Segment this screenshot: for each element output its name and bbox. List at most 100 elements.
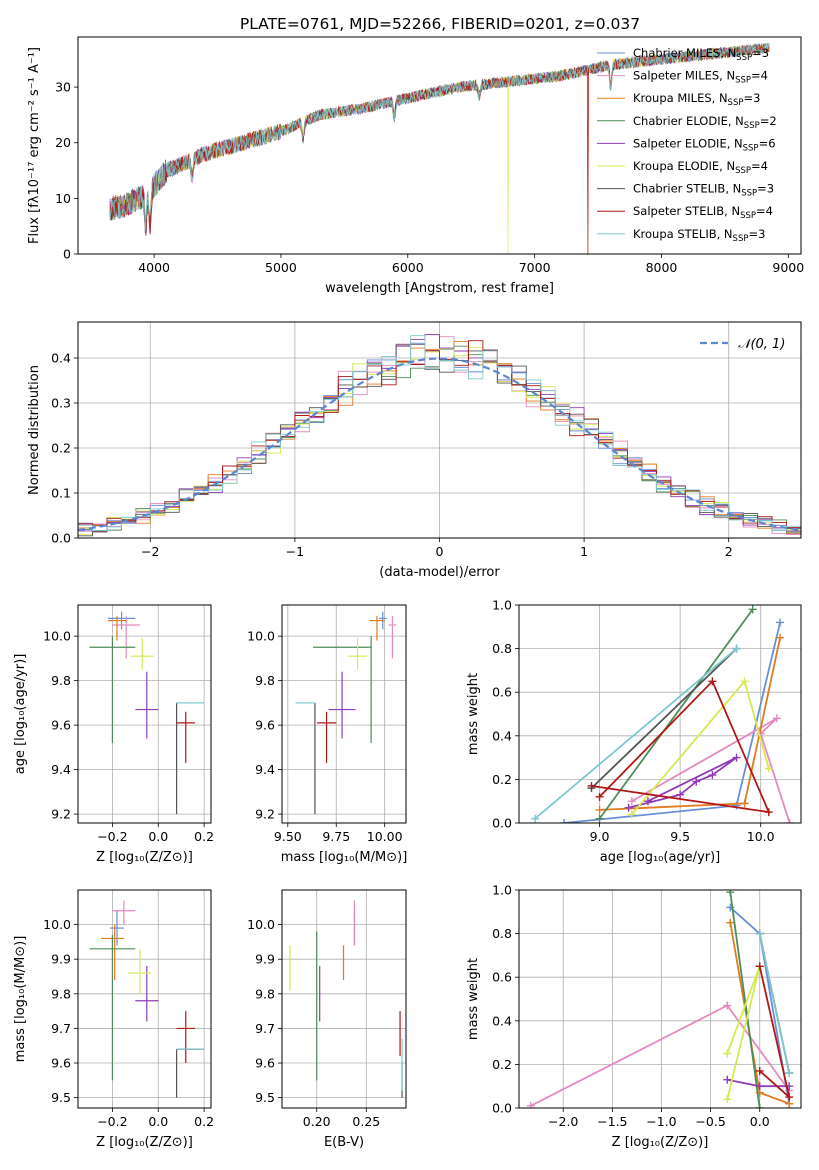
legend-text-sub: SSP (728, 98, 744, 108)
weight_vs_Z-line-3 (729, 892, 761, 1108)
age_vs_Z-xtick-label: −0.2 (97, 829, 127, 844)
weight_vs_Z-marker (723, 1075, 732, 1084)
weight_vs_Z-marker (785, 1069, 794, 1078)
weight_vs_age-xtick-label: 9.0 (590, 829, 610, 844)
spectrum-line-8 (109, 43, 770, 232)
age_vs_Z-point-2 (107, 616, 127, 641)
mass_vs_Z-point-3 (89, 934, 136, 1081)
residuals-normal-curve (78, 357, 801, 532)
weight_vs_age-ytick-label: 1.0 (492, 598, 512, 613)
residuals-xtick-label: 2 (725, 544, 733, 559)
age_vs_Z-ytick-label: 9.8 (51, 673, 71, 688)
mass_vs_Z-ytick-label: 9.9 (51, 952, 71, 967)
age_vs_mass-ytick-label: 10.0 (247, 629, 275, 644)
residuals-ytick-label: 0.4 (51, 351, 71, 366)
spectrum-frame (77, 36, 802, 255)
spectrum-ytick-label: 0 (63, 247, 71, 262)
weight_vs_age-xtick-label: 9.5 (670, 829, 690, 844)
weight_vs_age-marker (732, 644, 741, 653)
weight_vs_age-marker (764, 808, 773, 817)
weight_vs_age-marker (732, 753, 741, 762)
spectrum-xtick-label: 8000 (646, 260, 678, 275)
figure-title: PLATE=0761, MJD=52266, FIBERID=0201, z=0… (240, 15, 640, 33)
weight_vs_Z-line-8 (758, 933, 791, 1074)
residuals-series (78, 334, 801, 538)
weight_vs_Z-ytick-label: 0.2 (492, 1057, 512, 1072)
residuals-legend-label: 𝒩(0, 1) (738, 337, 785, 352)
mass_vs_Z-ylabel: mass [log₁₀(M/M⊙)] (13, 936, 28, 1063)
weight_vs_Z-xtick-label: −2.0 (548, 1114, 578, 1129)
age_vs_Z-ytick-label: 9.2 (51, 807, 71, 822)
mass_vs_ebv-ytick-label: 10.0 (247, 917, 275, 932)
weight_vs_Z-marker (726, 890, 735, 897)
age_vs_mass-point-2 (369, 616, 385, 641)
residuals-xtick-label: 1 (580, 544, 588, 559)
age_vs_Z-ylabel: age [log₁₀(age/yr)] (13, 654, 28, 775)
mass_vs_Z-point-4 (135, 966, 159, 1022)
weight_vs_Z-marker (755, 1066, 764, 1075)
weight_vs_age-marker (643, 797, 652, 806)
age_vs_mass-ytick-label: 9.8 (255, 673, 275, 688)
weight_vs_Z-ylabel: mass weight (466, 958, 481, 1040)
weight_vs_age-marker (587, 781, 596, 790)
mass_vs_Z-point-1 (112, 900, 136, 925)
weight_vs_age-ytick-label: 0.0 (492, 816, 512, 831)
age_vs_Z-point-4 (135, 671, 159, 739)
weight_vs_Z-marker (723, 1049, 732, 1058)
age_vs_mass-point-3 (313, 636, 372, 743)
residuals-xtick-label: −2 (141, 544, 159, 559)
weight_vs_age-marker (624, 803, 633, 812)
legend-text-main: Kroupa MILES, N (633, 91, 728, 105)
residuals-ytick-label: 0.3 (51, 396, 71, 411)
spectrum-legend-label: Salpeter ELODIE, NSSP=6 (633, 136, 776, 153)
mass_vs_Z-ytick-label: 9.7 (51, 1021, 71, 1036)
age_vs_Z-frame (77, 604, 212, 824)
legend-text-main: Salpeter ELODIE, N (633, 136, 743, 150)
weight_vs_age-ytick-label: 0.4 (492, 728, 512, 743)
legend-text-tail: =3 (743, 91, 760, 105)
age_vs_mass-axes: 9.50 9.75 10.00 9.2 9.4 9.6 9.8 10.0 mass [log₁₀… (247, 605, 407, 865)
legend-text-main: Chabrier MILES, N (633, 46, 736, 60)
residuals-legend: 𝒩(0, 1) (700, 337, 785, 352)
weight_vs_Z-xtick-label: −0.5 (695, 1114, 725, 1129)
weight_vs_Z-xtick-label: 0.0 (750, 1114, 770, 1129)
weight_vs_age-marker (748, 605, 757, 614)
residuals-ytick-label: 0.2 (51, 441, 71, 456)
mass_vs_Z-point-5 (128, 948, 152, 994)
mass_vs_ebv-frame (281, 889, 407, 1109)
age_vs_Z-ytick-label: 9.6 (51, 718, 71, 733)
weight_vs_Z-marker (755, 1104, 764, 1108)
mass_vs_Z-xtick-label: 0.0 (148, 1114, 168, 1129)
spectrum-axes: 4000 5000 6000 7000 8000 9000 0 10 20 30 wavelengt… (27, 47, 804, 296)
age_vs_Z-xtick-label: 0.0 (148, 829, 168, 844)
weight_vs_age-line-8 (534, 647, 738, 820)
spectrum-legend-label: Chabrier MILES, NSSP=3 (633, 46, 769, 63)
mass_vs_ebv-ytick-label: 9.5 (255, 1090, 275, 1105)
weight_vs_Z-ytick-label: 1.0 (492, 883, 512, 898)
weight_vs_Z-xtick-label: −1.0 (646, 1114, 676, 1129)
spectrum-legend-label: Chabrier STELIB, NSSP=3 (633, 182, 774, 199)
weight_vs_Z-xlabel: Z [log₁₀(Z/Z⊙)] (612, 1135, 709, 1150)
mass_vs_Z-ytick-label: 9.6 (51, 1056, 71, 1071)
weight_vs_age-frame (518, 604, 802, 824)
legend-text-main: Chabrier ELODIE, N (633, 114, 744, 128)
weight_vs_age-marker (595, 805, 604, 814)
legend-text-tail: =6 (759, 136, 776, 150)
weight_vs_age-marker (764, 764, 773, 773)
legend-text-main: Kroupa STELIB, N (633, 227, 733, 241)
legend-text-sub: SSP (736, 53, 752, 63)
weight_vs_age-line-1 (631, 717, 791, 823)
age_vs_mass-point-4 (328, 671, 356, 739)
legend-text-sub: SSP (735, 166, 751, 176)
weight_vs_age-line-6 (590, 647, 738, 789)
mass_vs_ebv-ytick-label: 9.8 (255, 986, 275, 1001)
weight_vs_Z-series (526, 890, 794, 1108)
spectrum-ytick-label: 20 (55, 135, 71, 150)
residuals-ylabel: Normed distribution (27, 365, 42, 495)
weight_vs_age-marker (772, 714, 781, 723)
residuals-hist-8 (78, 335, 801, 538)
age_vs_mass-ytick-label: 9.6 (255, 718, 275, 733)
weight_vs_age-ylabel: mass weight (466, 673, 481, 755)
mass_vs_Z-frame (77, 889, 212, 1109)
